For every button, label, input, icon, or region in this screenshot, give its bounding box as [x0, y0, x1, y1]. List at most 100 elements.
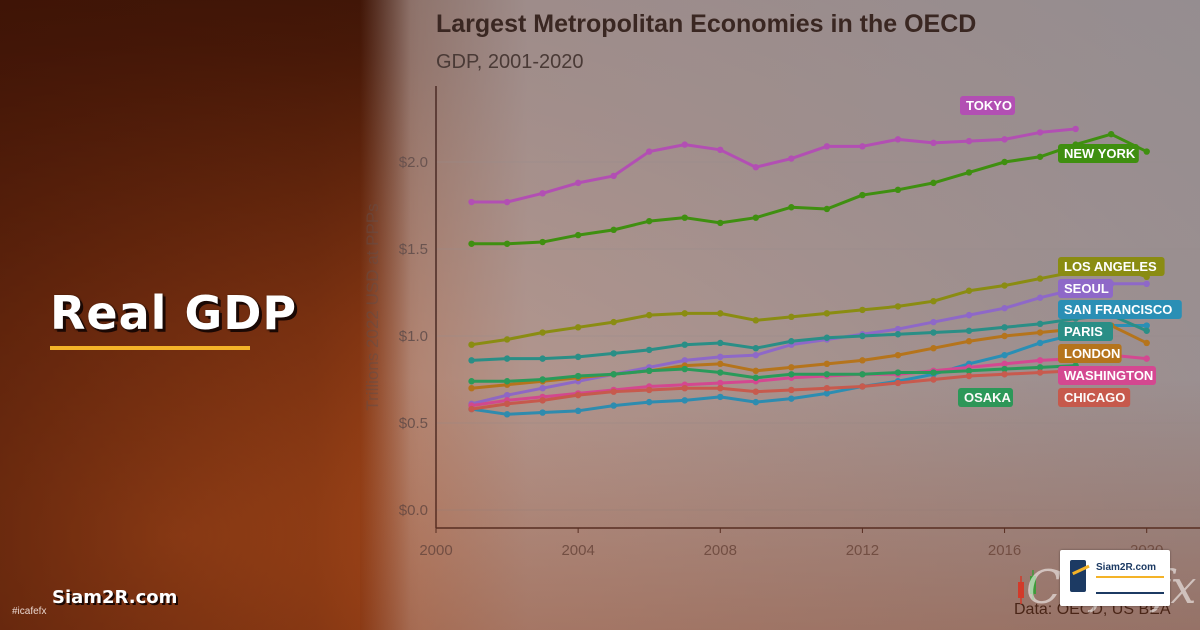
data-point	[1001, 332, 1008, 340]
data-point	[610, 318, 617, 326]
series-line	[470, 282, 1149, 406]
series-label: NEW YORK	[1064, 146, 1136, 161]
data-point	[894, 351, 902, 359]
data-point	[610, 226, 617, 234]
data-point	[965, 169, 973, 176]
data-point	[894, 379, 902, 387]
data-point	[503, 397, 511, 404]
data-point	[646, 217, 653, 225]
data-point	[1001, 365, 1008, 373]
x-tick-label: 2000	[419, 542, 452, 559]
data-point	[823, 205, 831, 213]
data-point	[681, 381, 688, 388]
hashtag: #icafefx	[12, 606, 47, 617]
data-point	[681, 397, 688, 404]
data-point	[752, 378, 760, 385]
data-point	[539, 397, 546, 404]
data-point	[894, 369, 902, 376]
data-point	[539, 409, 546, 416]
data-point	[823, 385, 831, 392]
data-point	[1072, 331, 1079, 338]
logo-site-text: Siam2R.com	[1096, 562, 1157, 573]
data-point	[894, 378, 902, 385]
series-label-box	[1058, 388, 1131, 407]
data-point	[681, 362, 688, 369]
data-point	[681, 365, 688, 373]
data-point	[965, 287, 973, 294]
data-point	[1072, 285, 1079, 293]
data-point	[859, 383, 866, 390]
data-point	[1107, 261, 1115, 268]
series-line	[470, 353, 1149, 408]
data-point	[1143, 280, 1150, 287]
series-line	[470, 127, 1078, 204]
data-point	[965, 360, 973, 368]
data-point	[752, 398, 760, 406]
data-point	[574, 372, 582, 380]
data-point	[894, 325, 902, 333]
series-line	[470, 132, 1149, 246]
series-line	[470, 367, 1149, 411]
data-point	[859, 332, 866, 340]
data-point	[681, 310, 688, 317]
x-tick-label: 2008	[704, 542, 737, 559]
data-point	[788, 338, 795, 345]
data-point	[1143, 327, 1150, 334]
series-line	[470, 324, 1149, 416]
data-point	[503, 198, 511, 206]
data-point	[468, 400, 475, 408]
data-point	[646, 364, 653, 371]
data-point	[1001, 351, 1008, 359]
data-point	[468, 385, 475, 392]
data-point	[717, 353, 724, 361]
data-point	[681, 214, 688, 221]
data-point	[1036, 275, 1044, 282]
data-point	[503, 411, 511, 418]
data-point	[1001, 282, 1008, 289]
data-point	[823, 372, 831, 380]
data-point	[503, 240, 511, 247]
data-point	[468, 402, 475, 409]
left-overlay	[0, 0, 420, 630]
x-tick-label: 2016	[988, 542, 1021, 559]
logo-tagline-bar	[1096, 576, 1164, 594]
series-label-box	[1058, 279, 1113, 298]
data-point	[646, 367, 653, 374]
data-point	[930, 369, 937, 376]
data-point	[539, 329, 546, 336]
data-point	[574, 407, 582, 415]
data-point	[646, 398, 653, 406]
data-point	[681, 357, 688, 364]
data-point	[1107, 322, 1115, 329]
series-line	[470, 313, 1149, 362]
series-label: WASHINGTON	[1064, 368, 1153, 383]
data-point	[823, 334, 831, 341]
data-point	[646, 383, 653, 390]
candlestick-icon	[1018, 570, 1036, 604]
data-point	[788, 364, 795, 371]
data-point	[752, 388, 760, 395]
data-point	[965, 311, 973, 319]
data-point	[859, 357, 866, 364]
data-point	[574, 391, 582, 399]
site-brand[interactable]: Siam2R.com	[52, 587, 178, 608]
series-label-box	[960, 96, 1015, 115]
data-point	[965, 364, 973, 371]
data-point	[1072, 125, 1079, 133]
siam2r-logo[interactable]: Siam2R.com	[1060, 550, 1170, 606]
data-point	[823, 143, 831, 150]
data-point	[610, 386, 617, 394]
data-point	[717, 385, 724, 392]
data-point	[1143, 273, 1150, 281]
data-point	[1036, 294, 1044, 301]
data-point	[788, 204, 795, 211]
data-point	[1036, 364, 1044, 371]
data-point	[859, 383, 866, 390]
data-point	[646, 311, 653, 319]
data-point	[539, 393, 546, 401]
data-point	[717, 360, 724, 368]
data-point	[788, 386, 795, 394]
data-point	[1001, 136, 1008, 143]
data-point	[717, 219, 724, 227]
data-point	[752, 374, 760, 381]
